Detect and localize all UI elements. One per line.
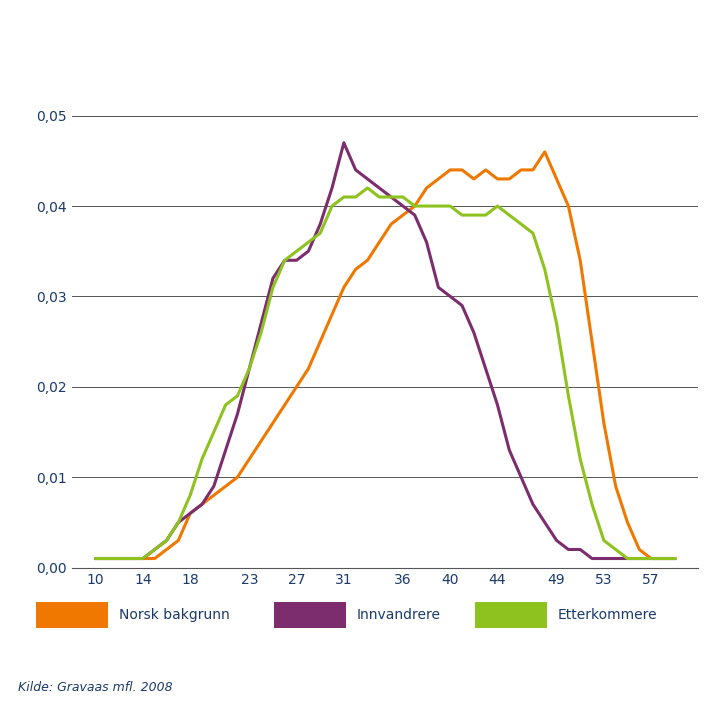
Text: Innvandrere: Innvandrere [356,608,441,622]
FancyBboxPatch shape [274,602,346,628]
Text: Norsk bakgrunn: Norsk bakgrunn [119,608,230,622]
Text: innvandringsbakgrunn⁶.: innvandringsbakgrunn⁶. [16,65,307,85]
Text: Figur 3.6: Fordeling av grunnskolepoeng etter: Figur 3.6: Fordeling av grunnskolepoeng … [16,21,576,41]
Text: Etterkommere: Etterkommere [558,608,657,622]
Text: Kilde: Gravaas mfl. 2008: Kilde: Gravaas mfl. 2008 [18,681,173,693]
FancyBboxPatch shape [475,602,547,628]
FancyBboxPatch shape [36,602,108,628]
